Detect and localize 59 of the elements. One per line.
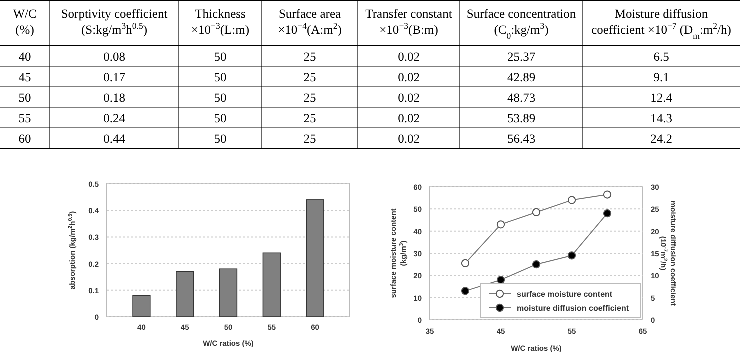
x-tick-label: Surface area ×10$^{−4}$(A:m$^{2}$) [278,7,342,37]
point [496,220,506,229]
point [568,252,576,260]
data-label: 0.02 [398,112,420,126]
x-tick-label: Moisture diffusion coefficient ×10$^{−7}$ (D$_{m}$:m$^{2}$/h) [592,7,732,41]
bar [132,295,151,318]
point [496,276,506,284]
point [568,196,576,204]
x-tick-label: Thickness ×10$^{−3}$(L:m) [191,7,250,37]
data-label: 25 [304,91,316,105]
point [603,210,612,218]
y-tick-label: 40 [18,50,32,64]
data-label: 24.2 [650,132,672,146]
bar [176,271,194,318]
data-label: 0.44 [104,132,126,146]
data-label: 50 [214,70,227,84]
y-tick-label: 45 [18,70,32,84]
data-label: 12.4 [650,91,674,105]
data-label: 25 [304,112,316,126]
data-label: 14.3 [650,112,672,126]
data-label: 6.5 [654,50,670,64]
data-label: 42.89 [507,70,536,84]
legend-label: surface moisture content [517,290,613,299]
y-tick-label: 55 [18,112,32,126]
data-label: 53.89 [507,112,536,126]
point [532,260,541,269]
data-label: 0.02 [398,91,420,105]
data-label: 0.24 [104,112,126,126]
y-tick-label: 50 [18,91,32,105]
bar [219,268,238,318]
data-label: 25 [304,50,316,64]
data-label: 25 [304,70,316,84]
legend-label: moisture diffusion coefficient [517,304,630,313]
data-label: 0.02 [398,70,420,84]
data-label: 25.37 [507,50,536,64]
data-label: 0.02 [398,50,420,64]
x-tick-label: Transfer constant ×10$^{−3}$(B:m) [366,7,453,37]
data-label: 50 [214,50,227,64]
bar [262,252,281,318]
y-tick-label: 60 [18,132,32,146]
y-axis-title: W/C (%) [13,7,37,37]
data-label: 25 [304,132,316,146]
data-label: 0.18 [104,91,126,105]
bar [306,200,324,318]
point [461,287,470,296]
data-label: 0.08 [104,50,126,64]
point [603,190,612,199]
data-label: 0.02 [398,132,420,146]
data-label: 48.73 [507,91,536,105]
point [532,208,541,217]
x-tick-label: Sorptivity coefficient (S:kg/m$^{3}$h$^{0.5}$) [61,7,168,37]
data-label: 50 [214,132,227,146]
data-label: 0.17 [104,70,126,84]
x-tick-label: Surface concentration (C$_{0}$:kg/m$^{3}$) [466,7,577,41]
data-label: 9.1 [654,70,670,84]
point [461,259,470,268]
data-label: 50 [214,91,227,105]
data-label: 50 [214,112,227,126]
data-label: 56.43 [507,132,536,146]
